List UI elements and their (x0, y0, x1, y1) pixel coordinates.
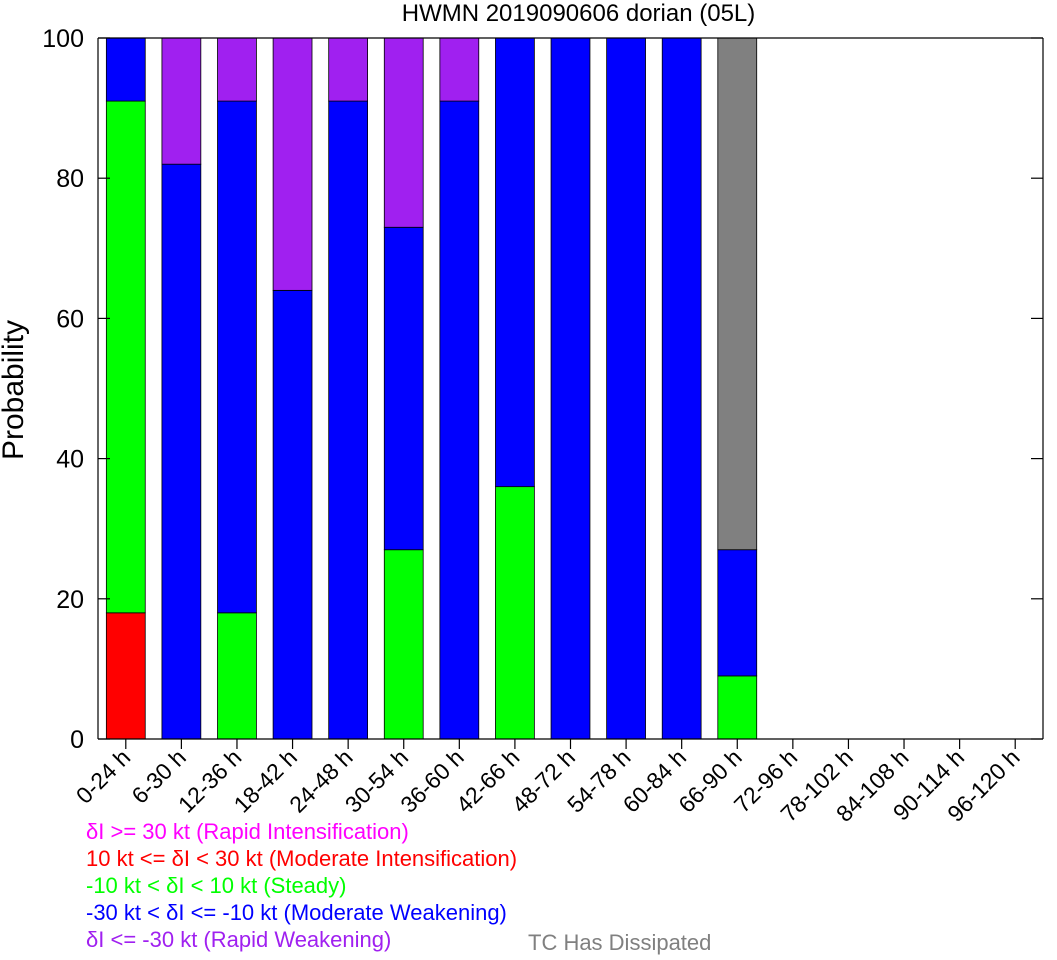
legend-item-steady: -10 kt < δI < 10 kt (Steady) (86, 873, 347, 898)
legend-item-rapid-weakening: δI <= -30 kt (Rapid Weakening) (86, 927, 392, 952)
bar-segment-rapid_intensification_or_weakening_top-1 (161, 37, 202, 165)
bar-segment-rapid_intensification_or_weakening_top-3 (272, 37, 313, 291)
legend-item-rapid-intensification: δI >= 30 kt (Rapid Intensification) (86, 819, 409, 844)
legend-item-moderate-weakening: -30 kt < δI <= -10 kt (Moderate Weakenin… (86, 900, 507, 925)
bar-segment-moderate_weakening-2 (217, 100, 257, 614)
y-tick-label-100: 100 (42, 25, 84, 53)
bar-segment-moderate_weakening-4 (328, 100, 369, 740)
bar-segment-moderate_weakening-0 (105, 37, 146, 102)
y-tick-label-60: 60 (56, 305, 84, 333)
bar-segment-steady-0 (105, 100, 146, 614)
bar-segment-rapid_intensification_or_weakening_top-5 (383, 37, 424, 228)
bar-segment-moderate_weakening-3 (272, 289, 313, 740)
bar-segment-moderate_weakening-1 (161, 163, 202, 740)
bar-segment-moderate_weakening-5 (383, 226, 424, 551)
bar-segment-steady-2 (217, 612, 257, 740)
bar-segment-moderate_weakening-11 (717, 549, 758, 677)
bar-segment-moderate_weakening-7 (495, 37, 535, 488)
y-tick-label-40: 40 (56, 446, 84, 474)
legend-item-dissipated: TC Has Dissipated (528, 930, 712, 955)
bar-segment-steady-7 (495, 486, 535, 740)
y-tick-label-20: 20 (56, 586, 84, 614)
bar-segment-moderate_weakening-6 (439, 100, 480, 740)
bar-segment-moderate_weakening-10 (661, 37, 702, 740)
y-tick-label-80: 80 (56, 165, 84, 193)
legend-item-moderate-intensification: 10 kt <= δI < 30 kt (Moderate Intensific… (86, 846, 518, 871)
bar-segment-dissipated-11 (717, 37, 758, 551)
bar-segment-moderate_intensification-0 (105, 612, 146, 740)
bar-segment-rapid_intensification_or_weakening_top-6 (439, 37, 480, 102)
y-tick-label-0: 0 (70, 726, 84, 754)
bar-segment-rapid_intensification_or_weakening_top-2 (217, 37, 257, 102)
bar-segment-steady-11 (717, 675, 758, 740)
chart-title: HWMN 2019090606 dorian (05L) (401, 0, 756, 27)
legend: δI >= 30 kt (Rapid Intensification) 10 k… (86, 818, 986, 953)
bar-segment-moderate_weakening-8 (550, 37, 591, 740)
bar-segment-rapid_intensification_or_weakening_top-4 (328, 37, 369, 102)
bar-segment-steady-5 (383, 549, 424, 740)
bar-segment-moderate_weakening-9 (606, 37, 646, 740)
